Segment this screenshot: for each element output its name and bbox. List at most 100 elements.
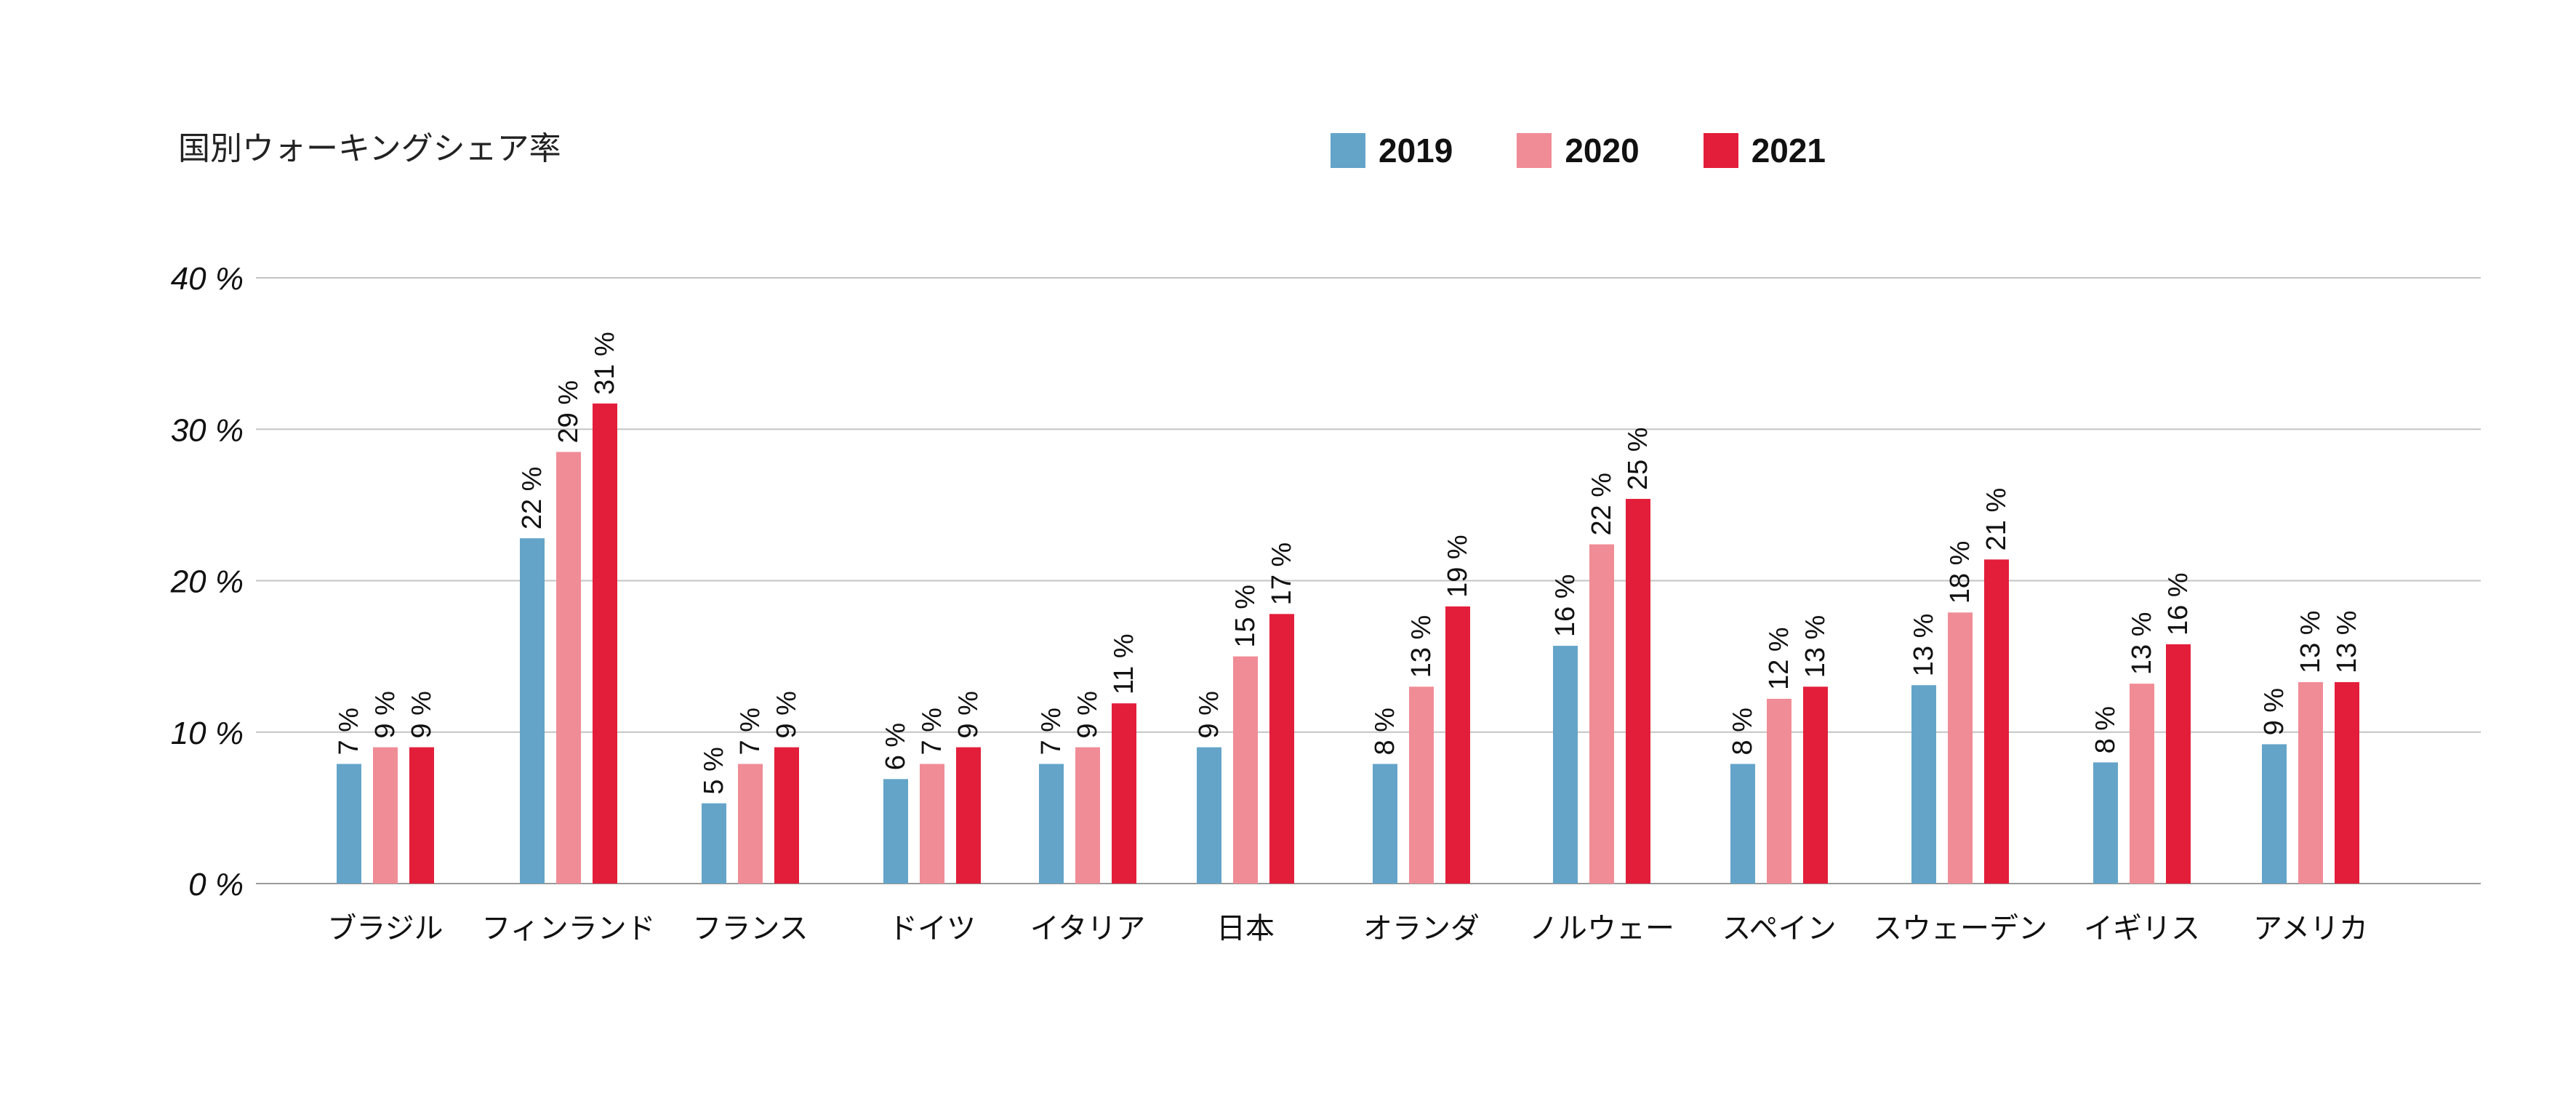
- data-label-2020-1: 29 %: [553, 380, 584, 444]
- bar-2021-9: [1984, 559, 2009, 884]
- data-label-2020-9: 18 %: [1945, 541, 1975, 604]
- bar-2020-0: [373, 747, 398, 884]
- data-label-2020-11: 13 %: [2295, 610, 2326, 673]
- data-label-2019-6: 8 %: [1370, 708, 1400, 755]
- legend-entry-2019: 2019: [1331, 131, 1453, 170]
- data-label-2020-0: 9 %: [370, 691, 401, 738]
- bar-2019-9: [1911, 685, 1936, 884]
- x-tick-label-8: スペイン: [1722, 913, 1836, 945]
- data-label-2020-6: 13 %: [1406, 615, 1437, 678]
- data-label-2020-3: 7 %: [917, 708, 947, 755]
- bar-2019-7: [1553, 646, 1578, 884]
- bar-2020-1: [556, 452, 581, 884]
- data-label-2019-5: 9 %: [1194, 691, 1224, 738]
- legend-swatch-2020: [1517, 133, 1552, 168]
- data-label-2019-1: 22 %: [517, 467, 547, 530]
- data-label-2019-8: 8 %: [1728, 708, 1758, 755]
- bar-2019-6: [1373, 764, 1397, 884]
- legend-label-2020: 2020: [1565, 132, 1640, 169]
- bar-2020-5: [1233, 656, 1258, 884]
- bar-2020-4: [1075, 747, 1100, 884]
- data-label-2020-5: 15 %: [1230, 585, 1261, 648]
- data-label-2021-1: 31 %: [590, 332, 620, 395]
- data-label-2019-7: 16 %: [1550, 574, 1581, 637]
- bar-2020-6: [1409, 686, 1434, 884]
- bar-2020-8: [1767, 698, 1791, 884]
- legend-swatch-2021: [1703, 133, 1738, 168]
- data-label-2020-7: 22 %: [1586, 473, 1617, 536]
- bar-2021-0: [409, 747, 434, 884]
- data-label-2019-0: 7 %: [334, 708, 364, 755]
- data-label-2021-3: 9 %: [953, 691, 984, 738]
- bar-2019-10: [2093, 762, 2118, 884]
- data-label-2019-11: 9 %: [2259, 688, 2290, 735]
- data-label-2021-8: 13 %: [1800, 615, 1831, 678]
- data-label-2021-5: 17 %: [1267, 543, 1297, 606]
- x-tick-label-4: イタリア: [1030, 913, 1145, 945]
- x-tick-label-9: スウェーデン: [1873, 913, 2047, 945]
- legend: 2019 2020 2021: [1331, 131, 1890, 170]
- data-label-2021-0: 9 %: [406, 691, 437, 738]
- y-tick-label-30: 30 %: [171, 412, 244, 448]
- bar-2019-3: [883, 779, 908, 884]
- data-label-2021-4: 11 %: [1109, 633, 1139, 694]
- x-tick-label-6: オランダ: [1363, 913, 1480, 945]
- bar-2020-9: [1948, 612, 1973, 884]
- data-label-2019-2: 5 %: [699, 747, 729, 794]
- data-label-2020-10: 13 %: [2127, 612, 2157, 675]
- bar-2020-10: [2130, 684, 2154, 884]
- data-label-2019-4: 7 %: [1036, 708, 1067, 755]
- data-label-2019-9: 13 %: [1909, 614, 1939, 677]
- data-label-2021-7: 25 %: [1623, 427, 1653, 490]
- chart-title: 国別ウォーキングシェア率: [178, 130, 561, 167]
- data-label-2019-10: 8 %: [2090, 706, 2121, 753]
- data-label-2020-8: 12 %: [1764, 627, 1794, 690]
- bar-2019-1: [520, 538, 545, 884]
- y-tick-label-40: 40 %: [171, 261, 244, 297]
- x-tick-label-3: ドイツ: [888, 913, 976, 945]
- data-label-2019-3: 6 %: [880, 723, 911, 770]
- legend-swatch-2019: [1331, 133, 1365, 168]
- bar-2019-0: [337, 764, 361, 884]
- bar-2021-7: [1626, 499, 1650, 884]
- data-label-2021-11: 13 %: [2332, 610, 2362, 673]
- bar-2019-8: [1730, 764, 1755, 884]
- y-tick-label-20: 20 %: [170, 564, 244, 600]
- data-label-2020-4: 9 %: [1072, 691, 1103, 738]
- x-tick-label-11: アメリカ: [2253, 913, 2368, 945]
- bar-2021-5: [1269, 614, 1294, 884]
- bar-2021-1: [593, 403, 617, 884]
- bar-2019-11: [2262, 744, 2287, 884]
- y-tick-label-10: 10 %: [171, 716, 244, 751]
- x-tick-label-7: ノルウェー: [1529, 913, 1674, 945]
- bar-2021-3: [956, 747, 981, 884]
- bar-2020-2: [738, 764, 763, 884]
- bar-2020-3: [920, 764, 944, 884]
- bar-2019-4: [1039, 764, 1064, 884]
- bar-2021-8: [1803, 686, 1828, 884]
- bar-2019-5: [1197, 747, 1221, 884]
- data-label-2021-10: 16 %: [2163, 572, 2194, 636]
- legend-entry-2021: 2021: [1703, 131, 1826, 170]
- bar-2020-7: [1589, 544, 1614, 884]
- x-tick-label-2: フランス: [692, 913, 808, 945]
- data-label-2020-2: 7 %: [735, 708, 766, 755]
- bar-2021-10: [2166, 644, 2191, 884]
- legend-entry-2020: 2020: [1517, 131, 1640, 170]
- x-tick-label-5: 日本: [1216, 913, 1275, 945]
- data-label-2021-2: 9 %: [771, 691, 802, 738]
- x-tick-label-0: ブラジル: [327, 913, 443, 945]
- legend-label-2019: 2019: [1379, 132, 1453, 169]
- x-tick-label-1: フィンランド: [481, 913, 655, 945]
- bar-2019-2: [702, 803, 726, 884]
- legend-label-2021: 2021: [1751, 132, 1826, 169]
- data-label-2021-9: 21 %: [1981, 488, 2012, 551]
- y-tick-label-0: 0 %: [188, 867, 244, 902]
- data-label-2021-6: 19 %: [1443, 535, 1473, 598]
- bar-2021-4: [1112, 703, 1136, 884]
- x-tick-label-10: イギリス: [2084, 913, 2200, 945]
- bar-2021-2: [774, 747, 799, 884]
- bar-2021-11: [2335, 682, 2359, 884]
